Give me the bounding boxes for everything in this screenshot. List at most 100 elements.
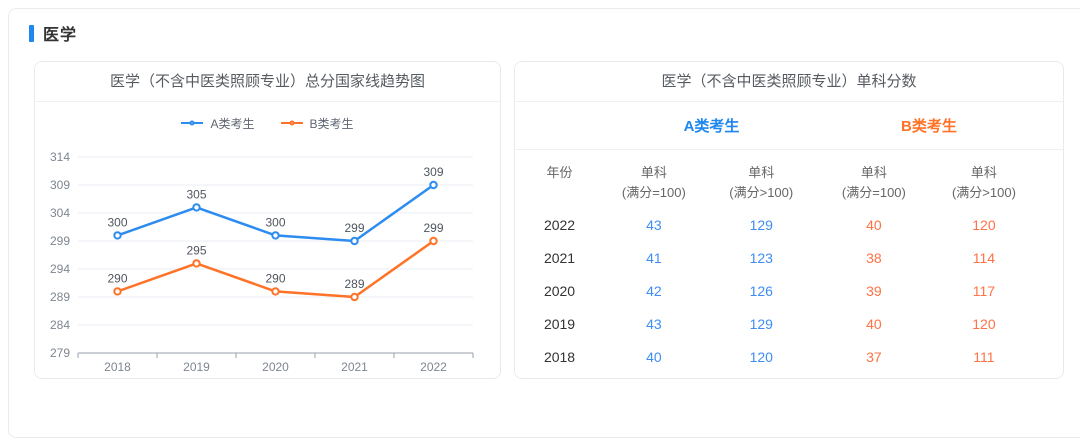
y-axis-tick-label: 289 bbox=[50, 290, 70, 304]
score-cell-a: 126 bbox=[749, 282, 773, 299]
table-row: 2021 41 123 38 114 bbox=[515, 241, 1063, 274]
data-label-B类考生: 289 bbox=[344, 277, 364, 291]
score-cell-b: 37 bbox=[866, 348, 882, 365]
section-title: 医学 bbox=[43, 27, 78, 44]
y-axis-tick-label: 284 bbox=[50, 318, 70, 332]
x-axis-tick-label: 2021 bbox=[341, 360, 368, 374]
x-axis-tick-label: 2020 bbox=[262, 360, 289, 374]
trend-chart-title: 医学（不含中医类照顾专业）总分国家线趋势图 bbox=[35, 62, 500, 102]
year-cell: 2019 bbox=[543, 315, 576, 332]
legend-ring-icon bbox=[189, 120, 195, 126]
x-axis-tick-label: 2022 bbox=[420, 360, 447, 374]
legend-item-1[interactable]: B类考生 bbox=[280, 115, 354, 132]
score-cell-b: 38 bbox=[866, 249, 882, 266]
data-point-A类考生 bbox=[113, 231, 122, 240]
score-cell-b: 40 bbox=[866, 315, 882, 332]
column-header-line: 单科 bbox=[860, 165, 887, 180]
data-label-B类考生: 290 bbox=[107, 271, 127, 285]
legend-label: A类考生 bbox=[210, 116, 255, 131]
data-label-A类考生: 309 bbox=[423, 165, 443, 179]
year-cell: 2021 bbox=[543, 249, 576, 266]
score-table-title: 医学（不含中医类照顾专业）单科分数 bbox=[515, 62, 1063, 102]
score-table-group-header: A类考生 B类考生 bbox=[515, 102, 1063, 150]
section-container: 医学 医学（不含中医类照顾专业）总分国家线趋势图 A类考生 B类考生 279 284… bbox=[8, 8, 1080, 438]
score-cell-a: 43 bbox=[646, 315, 662, 332]
data-label-A类考生: 299 bbox=[344, 221, 364, 235]
section-accent-bar bbox=[29, 24, 34, 42]
score-cell-a: 42 bbox=[646, 282, 662, 299]
score-cell-a: 129 bbox=[749, 216, 773, 233]
data-label-B类考生: 295 bbox=[186, 243, 206, 257]
chart-legend: A类考生 B类考生 bbox=[35, 102, 500, 144]
score-cell-b: 120 bbox=[972, 315, 996, 332]
data-point-B类考生 bbox=[192, 259, 201, 268]
table-row: 2019 43 129 40 120 bbox=[515, 307, 1063, 340]
column-header-line: 单科 bbox=[970, 165, 997, 180]
score-cell-a: 43 bbox=[646, 216, 662, 233]
column-header-line: (满分=100) bbox=[841, 184, 906, 200]
column-header-line: 单科 bbox=[640, 165, 667, 180]
cards-row: 医学（不含中医类照顾专业）总分国家线趋势图 A类考生 B类考生 279 284 289… bbox=[34, 61, 1064, 379]
column-header-line: 年份 bbox=[546, 165, 573, 180]
section-header: 医学 bbox=[29, 21, 77, 45]
column-header-line: (满分>100) bbox=[729, 184, 794, 200]
score-cell-b: 117 bbox=[972, 282, 996, 299]
data-label-B类考生: 290 bbox=[265, 271, 285, 285]
group-header-b: B类考生 bbox=[901, 118, 957, 135]
score-cell-b: 40 bbox=[866, 216, 882, 233]
legend-line-circle-icon bbox=[181, 120, 204, 126]
data-point-A类考生 bbox=[271, 231, 280, 240]
x-axis-tick-label: 2018 bbox=[104, 360, 131, 374]
year-cell: 2018 bbox=[543, 348, 576, 365]
y-axis-tick-label: 314 bbox=[50, 150, 70, 164]
column-header-line: 单科 bbox=[748, 165, 775, 180]
score-cell-a: 129 bbox=[749, 315, 773, 332]
data-point-B类考生 bbox=[113, 287, 122, 296]
data-label-B类考生: 299 bbox=[423, 221, 443, 235]
column-header-year: 年份 bbox=[515, 163, 604, 202]
score-table-card: 医学（不含中医类照顾专业）单科分数 A类考生 B类考生 年份 单科 (满分=10… bbox=[514, 61, 1064, 379]
table-row: 2020 42 126 39 117 bbox=[515, 274, 1063, 307]
legend-ring-icon bbox=[289, 120, 294, 126]
score-cell-b: 120 bbox=[972, 216, 996, 233]
data-point-A类考生 bbox=[192, 203, 201, 212]
score-cell-b: 111 bbox=[973, 348, 995, 365]
y-axis-tick-label: 309 bbox=[50, 178, 70, 192]
y-axis-tick-label: 294 bbox=[50, 262, 70, 276]
data-label-A类考生: 305 bbox=[186, 187, 206, 201]
y-axis-tick-label: 279 bbox=[50, 346, 70, 360]
data-point-B类考生 bbox=[350, 292, 359, 302]
data-point-A类考生 bbox=[429, 180, 438, 190]
data-point-A类考生 bbox=[350, 236, 359, 246]
score-cell-a: 41 bbox=[646, 249, 662, 266]
score-cell-a: 120 bbox=[749, 348, 773, 365]
table-row: 2022 43 129 40 120 bbox=[515, 208, 1063, 241]
column-header-line: (满分>100) bbox=[951, 184, 1016, 200]
data-label-A类考生: 300 bbox=[265, 215, 285, 229]
y-axis-tick-label: 299 bbox=[50, 234, 70, 248]
trend-chart-card: 医学（不含中医类照顾专业）总分国家线趋势图 A类考生 B类考生 279 284 289… bbox=[34, 61, 501, 379]
score-cell-b: 39 bbox=[866, 282, 882, 299]
trend-line-chart: 279 284 289 294 299 304 309 314 2018 2019 2020 2021… bbox=[50, 150, 474, 374]
year-cell: 2020 bbox=[543, 282, 576, 299]
group-header-a: A类考生 bbox=[683, 118, 740, 135]
y-axis-tick-label: 304 bbox=[50, 206, 70, 220]
x-axis-tick-label: 2019 bbox=[183, 360, 210, 374]
column-header-line: (满分=100) bbox=[621, 184, 686, 200]
score-cell-b: 114 bbox=[972, 249, 996, 266]
score-cell-a: 123 bbox=[749, 249, 773, 266]
legend-line-circle-icon bbox=[280, 120, 303, 126]
legend-label: B类考生 bbox=[309, 116, 354, 131]
year-cell: 2022 bbox=[543, 216, 576, 233]
column-header-a-base: 单科 (满分=100) bbox=[604, 163, 704, 202]
score-table-column-headers: 年份 单科 (满分=100) 单科 (满分>100) 单科 (满分=100) 单… bbox=[515, 150, 1063, 208]
data-point-B类考生 bbox=[429, 236, 438, 246]
column-header-b-over: 单科 (满分>100) bbox=[929, 163, 1039, 202]
column-header-a-over: 单科 (满分>100) bbox=[704, 163, 819, 202]
data-label-A类考生: 300 bbox=[107, 215, 127, 229]
data-point-B类考生 bbox=[271, 287, 280, 296]
legend-item-0[interactable]: A类考生 bbox=[181, 115, 255, 132]
table-row: 2018 40 120 37 111 bbox=[515, 340, 1063, 373]
column-header-b-base: 单科 (满分=100) bbox=[819, 163, 929, 202]
score-cell-a: 40 bbox=[646, 348, 662, 365]
